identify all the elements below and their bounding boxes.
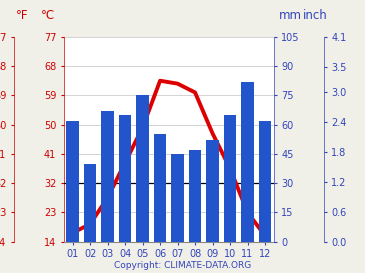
Bar bbox=[101, 111, 114, 242]
Bar bbox=[224, 115, 236, 242]
Bar bbox=[207, 140, 219, 242]
Bar bbox=[137, 95, 149, 242]
Bar bbox=[241, 82, 254, 242]
Text: inch: inch bbox=[303, 9, 328, 22]
Text: Copyright: CLIMATE-DATA.ORG: Copyright: CLIMATE-DATA.ORG bbox=[114, 261, 251, 270]
Bar bbox=[154, 134, 166, 242]
Bar bbox=[172, 154, 184, 242]
Bar bbox=[119, 115, 131, 242]
Text: °C: °C bbox=[41, 9, 54, 22]
Text: mm: mm bbox=[278, 9, 302, 22]
Bar bbox=[189, 150, 201, 242]
Text: °F: °F bbox=[16, 9, 28, 22]
Bar bbox=[259, 121, 271, 242]
Bar bbox=[84, 164, 96, 242]
Bar bbox=[66, 121, 79, 242]
